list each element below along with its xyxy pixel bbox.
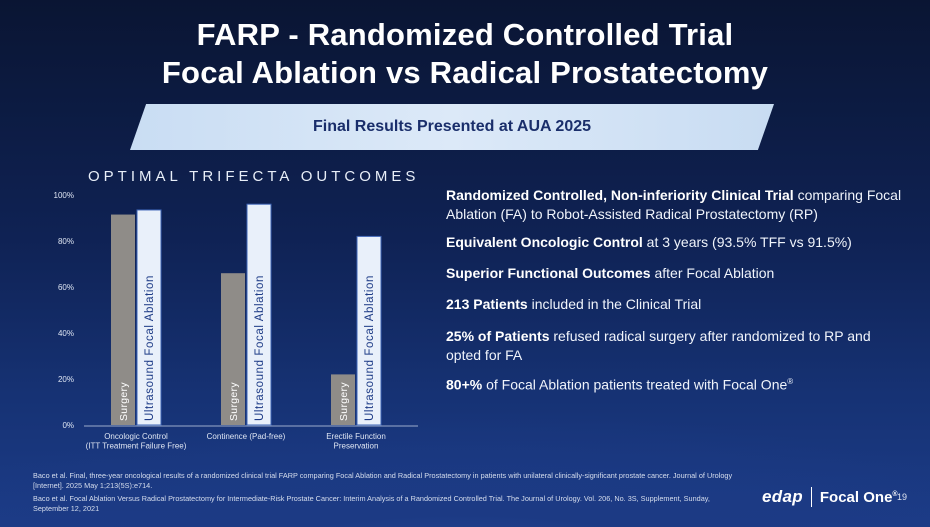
title-line-1: FARP - Randomized Controlled Trial bbox=[196, 17, 734, 52]
chart-title: OPTIMAL TRIFECTA OUTCOMES bbox=[88, 168, 420, 185]
reference-1: Baco et al. Final, three-year oncologica… bbox=[33, 471, 733, 490]
bullet-text: of Focal Ablation patients treated with … bbox=[482, 376, 788, 393]
bullet-text: at 3 years (93.5% TFF vs 91.5%) bbox=[642, 234, 852, 250]
y-tick-label: 20% bbox=[58, 375, 74, 384]
bar-series-label: Surgery bbox=[228, 382, 240, 421]
bar-series-label: Surgery bbox=[338, 382, 350, 421]
x-category-label: Continence (Pad-free) bbox=[207, 432, 286, 441]
slide-title: FARP - Randomized Controlled Trial Focal… bbox=[0, 16, 930, 92]
bar bbox=[136, 209, 162, 426]
brand-logo: edap Focal One® bbox=[762, 486, 898, 508]
bullet-text: comparing Focal Ablation (FA) to Robot-A… bbox=[446, 187, 902, 222]
bar bbox=[111, 214, 135, 425]
bullet-bold-text: 213 Patients bbox=[446, 296, 528, 312]
x-category-label: (ITT Treatment Failure Free) bbox=[86, 442, 187, 451]
trademark-symbol: ® bbox=[892, 490, 898, 498]
title-line-2: Focal Ablation vs Radical Prostatectomy bbox=[161, 55, 769, 90]
bar bbox=[356, 235, 382, 426]
bullet-item: 213 Patients included in the Clinical Tr… bbox=[446, 295, 906, 314]
bullet-item: Equivalent Oncologic Control at 3 years … bbox=[446, 233, 906, 252]
trifecta-bar-chart: 0% 20% 40% 60% 80% 100% Surgery Ultrasound Foca… bbox=[54, 191, 418, 451]
results-banner bbox=[130, 104, 774, 150]
y-tick-label: 100% bbox=[54, 191, 74, 200]
x-category-label: Oncologic Control bbox=[104, 432, 168, 441]
y-tick-label: 80% bbox=[58, 237, 74, 246]
bullet-item: Randomized Controlled, Non-inferiority C… bbox=[446, 186, 906, 224]
page-number: 19 bbox=[897, 492, 908, 502]
bullet-bold-text: 25% of Patients bbox=[446, 328, 550, 344]
edap-logo: edap bbox=[762, 487, 803, 506]
bullet-item: Superior Functional Outcomes after Focal… bbox=[446, 264, 906, 283]
y-tick-label: 0% bbox=[62, 421, 74, 430]
bar-series-label: Ultrasound Focal Ablation bbox=[364, 275, 376, 421]
bar-series-label: Surgery bbox=[118, 382, 130, 421]
focal-one-text: Focal One bbox=[819, 488, 893, 506]
bullet-item: 25% of Patients refused radical surgery … bbox=[446, 327, 906, 365]
bullet-item: 80+% of Focal Ablation patients treated … bbox=[446, 372, 906, 395]
bar bbox=[221, 273, 245, 425]
reference-2: Baco et al. Focal Ablation Versus Radica… bbox=[33, 494, 710, 513]
bar-series-label: Ultrasound Focal Ablation bbox=[144, 275, 156, 421]
y-tick-label: 60% bbox=[58, 283, 74, 292]
registered-mark: ® bbox=[787, 377, 794, 386]
bullet-text: after Focal Ablation bbox=[650, 265, 775, 281]
bullet-text: included in the Clinical Trial bbox=[527, 296, 702, 312]
y-tick-label: 40% bbox=[58, 329, 74, 338]
x-category-label: Preservation bbox=[334, 442, 379, 451]
focal-one-logo: Focal One® bbox=[820, 489, 898, 506]
banner-text: Final Results Presented at AUA 2025 bbox=[312, 118, 592, 135]
bar bbox=[246, 203, 272, 426]
bar-series-label: Ultrasound Focal Ablation bbox=[254, 275, 266, 421]
bullet-text: refused radical surgery after randomized… bbox=[446, 328, 871, 363]
bullet-bold-text: Equivalent Oncologic Control bbox=[446, 234, 643, 250]
bullet-bold-text: 80+% bbox=[446, 376, 483, 393]
x-category-label: Erectile Function bbox=[326, 432, 386, 441]
logo-separator bbox=[810, 487, 812, 507]
bullet-bold-text: Superior Functional Outcomes bbox=[446, 265, 651, 281]
bar bbox=[331, 374, 355, 425]
bullet-bold-text: Randomized Controlled, Non-inferiority C… bbox=[446, 187, 794, 203]
